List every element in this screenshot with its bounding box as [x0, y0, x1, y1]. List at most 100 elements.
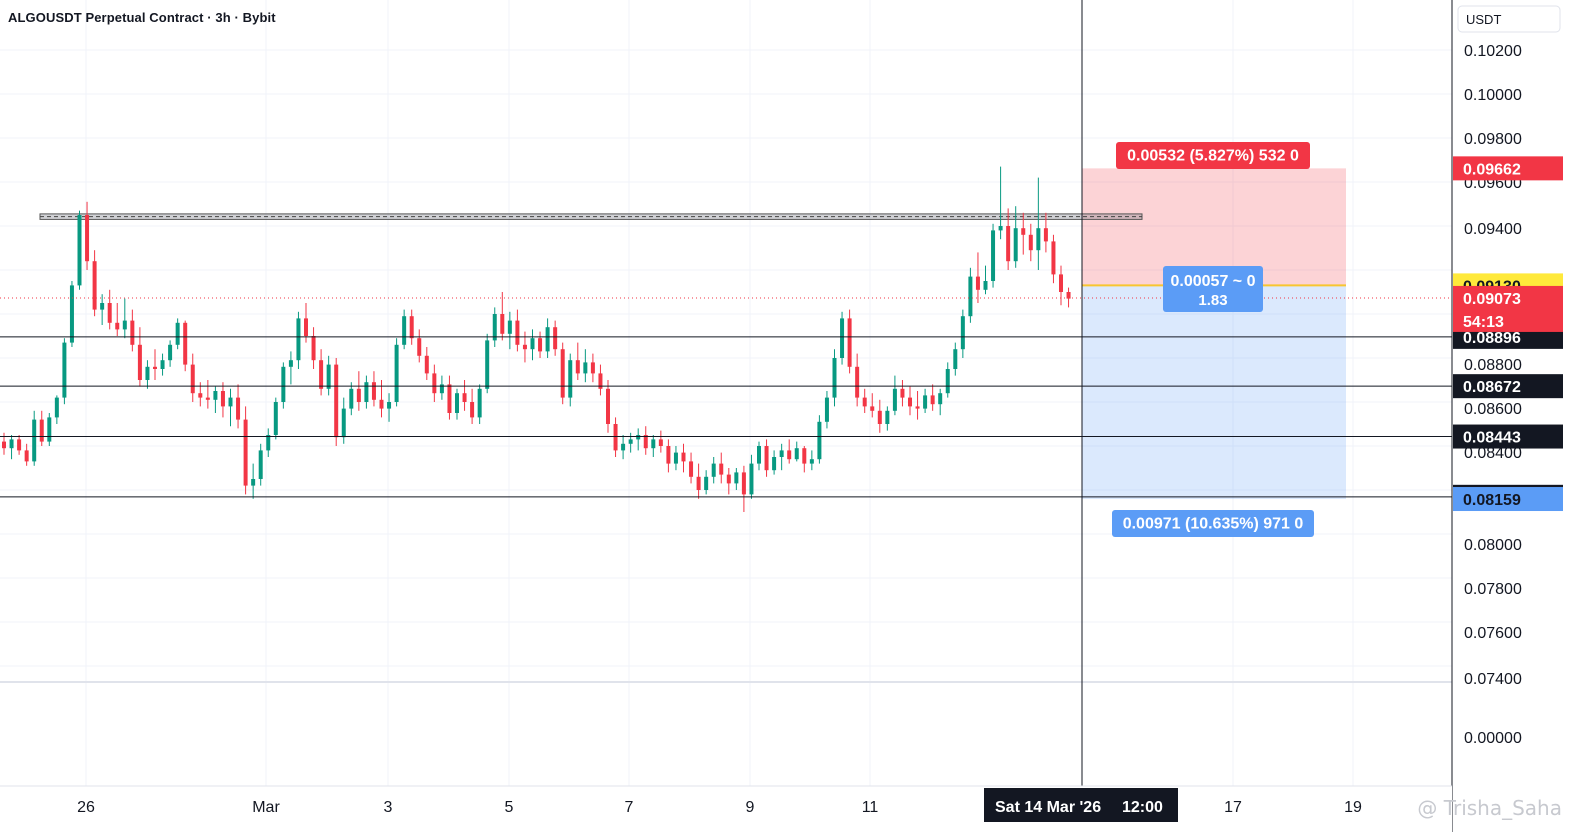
candle-body [885, 410, 890, 424]
x-tick-label: 17 [1224, 799, 1242, 816]
x-tick-label: 9 [746, 799, 755, 816]
candle-body [409, 316, 414, 339]
candle-body [288, 360, 293, 367]
candle [500, 292, 505, 341]
candle-body [741, 472, 746, 495]
ratio-text: 1.83 [1198, 292, 1227, 309]
candle [311, 327, 316, 369]
candle [1059, 265, 1063, 306]
y-tick-label: 0.08600 [1464, 401, 1522, 418]
candle-body [930, 395, 935, 405]
candle [1006, 208, 1011, 270]
candle-body [787, 450, 792, 460]
candle-body [455, 393, 459, 413]
candle [24, 443, 29, 466]
candle-body [17, 439, 22, 451]
candle-body [115, 322, 120, 330]
candle [462, 380, 467, 411]
level-price-tag: 0.08672 [1453, 374, 1563, 399]
candle-body [228, 397, 233, 407]
candle-body [809, 459, 814, 464]
candle [371, 371, 376, 407]
current-price-tag-text: 0.09073 [1463, 291, 1521, 308]
candle [236, 384, 241, 429]
candle-body [991, 230, 996, 281]
candle-body [485, 340, 490, 389]
x-tick-label: Mar [252, 799, 280, 816]
stop-label-bg [1116, 142, 1310, 169]
plot-background [0, 0, 1452, 786]
candle-body [107, 303, 112, 323]
candle [349, 382, 354, 416]
y-tick-label: 0.08400 [1464, 445, 1522, 462]
candle [9, 435, 14, 460]
candle [455, 388, 459, 420]
candle-body [975, 276, 980, 290]
candle [54, 395, 59, 424]
price-axis[interactable]: USDT0.102000.100000.098000.096000.094000… [1451, 0, 1576, 832]
candle-body [923, 395, 928, 409]
candle [288, 351, 293, 385]
candle [39, 410, 44, 446]
candle-body [379, 399, 384, 409]
level-price-tag-bg [1453, 424, 1563, 449]
stop-loss-zone [1082, 168, 1346, 286]
candle-body [137, 344, 142, 380]
candle [673, 446, 678, 471]
candle [266, 428, 271, 457]
candle-body [847, 318, 852, 367]
candle [749, 454, 754, 499]
candle [764, 439, 769, 477]
candle [183, 320, 188, 372]
candle [364, 375, 369, 409]
candle [432, 364, 437, 402]
candle-body [258, 450, 263, 479]
candle-body [606, 388, 610, 424]
crosshair-time: 12:00 [1122, 799, 1163, 816]
level-price-tag-text: 0.08672 [1463, 379, 1521, 396]
candle [666, 439, 671, 473]
candle [273, 397, 278, 440]
candle-body [817, 421, 822, 460]
candle [319, 349, 324, 396]
candle-body [673, 452, 678, 464]
candle [281, 362, 286, 409]
time-axis[interactable]: 26 Mar 3 5 7 9 11 17 19 Sat 14 Mar '26 12:00 [0, 785, 1452, 832]
candle-body [100, 303, 105, 310]
candle-body [9, 439, 14, 449]
candle-body [266, 435, 271, 451]
candle [122, 298, 127, 339]
candle-body [183, 322, 188, 365]
candle-body [877, 410, 882, 424]
candle-body [621, 443, 626, 451]
entry-badge: 0.00057 ~ 0 1.83 [1163, 266, 1263, 312]
current-price-tag: 0.09073 54:13 [1453, 285, 1563, 332]
candle [741, 465, 746, 512]
stop-label-text: 0.00532 (5.827%) 532 0 [1127, 148, 1299, 165]
candle-body [915, 406, 920, 409]
target-label: 0.00971 (10.635%) 971 0 [1112, 510, 1314, 537]
y-tick-label: 0.08000 [1464, 537, 1522, 554]
candle [1051, 234, 1056, 284]
candle [824, 391, 829, 429]
candle-body [1028, 234, 1033, 251]
candle [613, 417, 618, 457]
candle [153, 349, 157, 380]
candle [606, 380, 610, 433]
candle-body [824, 397, 829, 422]
candle [296, 311, 301, 369]
candle-body [1021, 228, 1026, 235]
candle-body [54, 397, 59, 418]
candle [945, 362, 950, 398]
candle [515, 309, 520, 352]
candle-body [575, 360, 580, 374]
candle-body [92, 261, 97, 310]
candle-body [953, 349, 958, 369]
candle-body [583, 362, 588, 374]
candle [387, 393, 392, 422]
candle [809, 450, 814, 471]
candle-body [236, 397, 241, 420]
candle [507, 311, 512, 350]
